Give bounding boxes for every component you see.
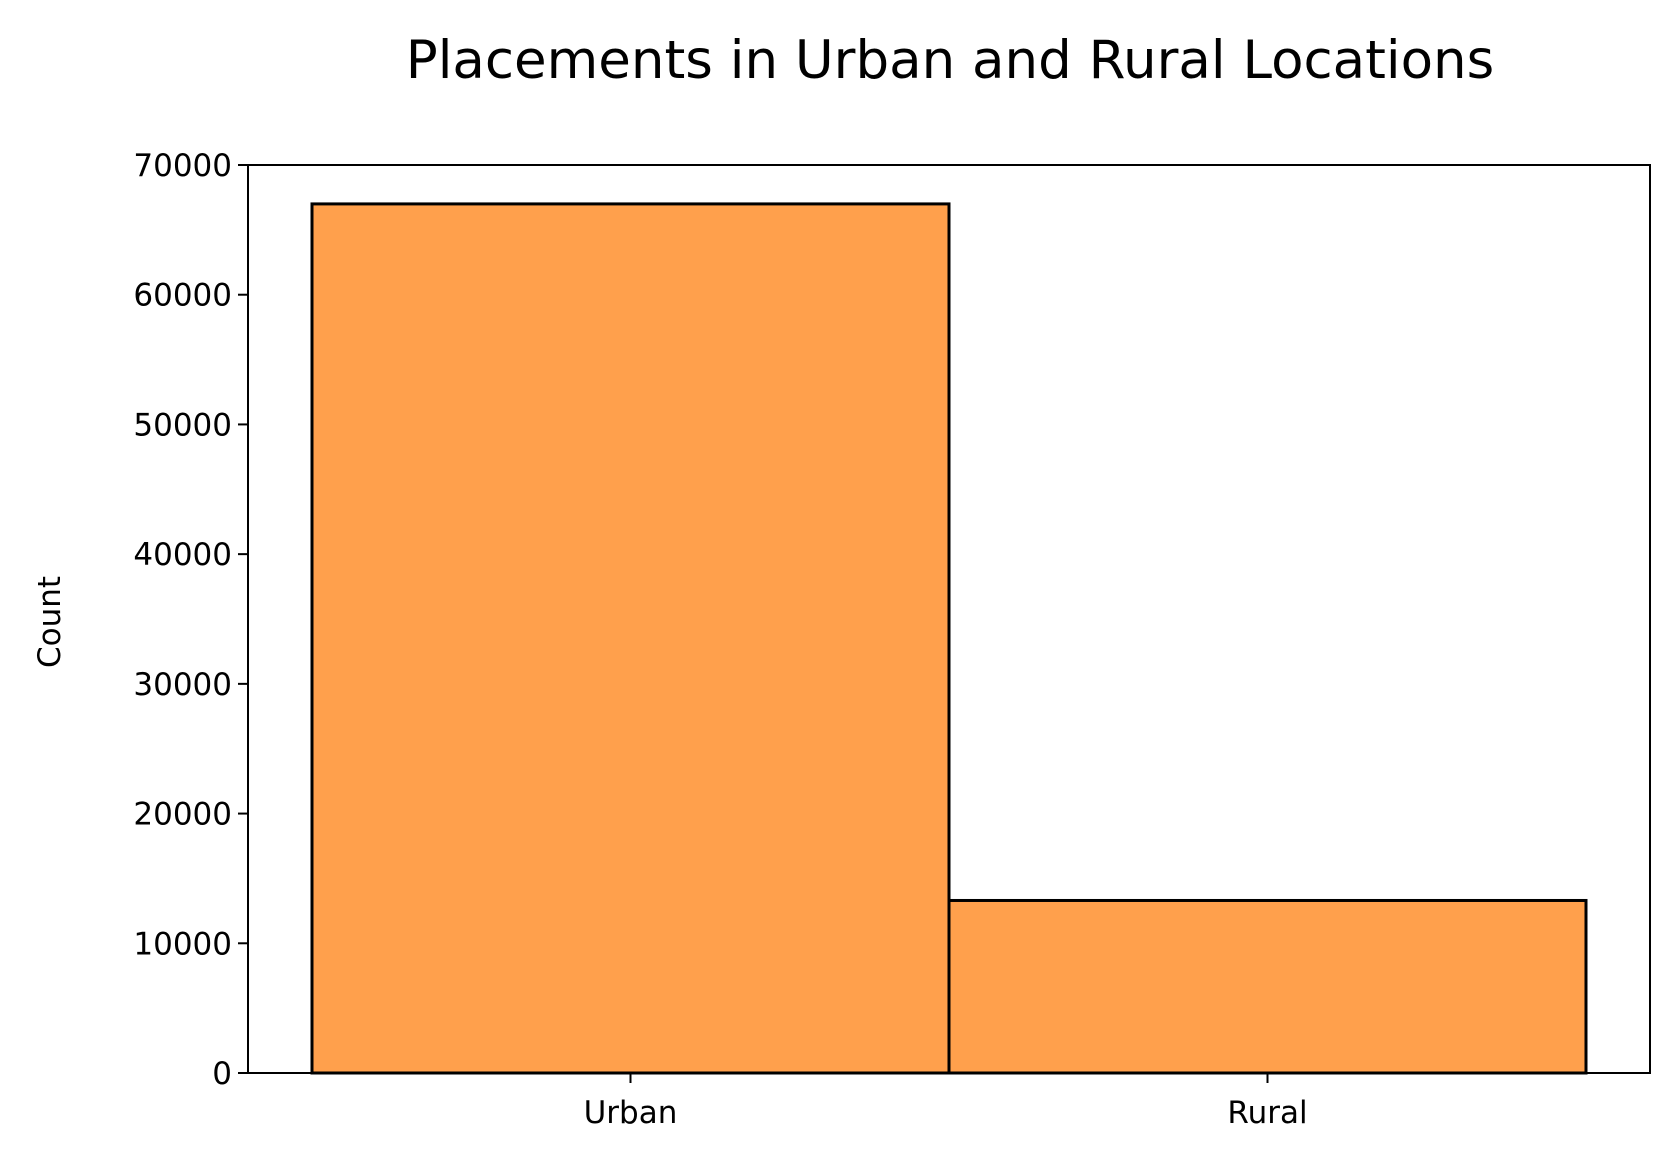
y-tick-label: 0 [212, 1056, 232, 1092]
x-tick-label: Rural [1227, 1095, 1307, 1131]
bar-urban [310, 202, 951, 1075]
y-tick-label: 50000 [133, 407, 232, 443]
plot-area: Urban Rural 0 10000 20000 30000 40000 50000 6000… [133, 148, 1651, 1131]
axes-frame [247, 164, 1651, 1074]
y-tick-label: 20000 [133, 797, 232, 833]
y-tick-label: 70000 [133, 148, 232, 184]
y-tick-label: 30000 [133, 667, 232, 703]
y-tick-label: 10000 [133, 926, 232, 962]
y-axis-label: Count [32, 576, 68, 668]
chart-title: Placements in Urban and Rural Locations [406, 30, 1495, 91]
x-tick-label: Urban [584, 1095, 678, 1131]
bar-rural [947, 898, 1588, 1075]
y-tick-label: 60000 [133, 278, 232, 314]
y-tick-label: 40000 [133, 537, 232, 573]
